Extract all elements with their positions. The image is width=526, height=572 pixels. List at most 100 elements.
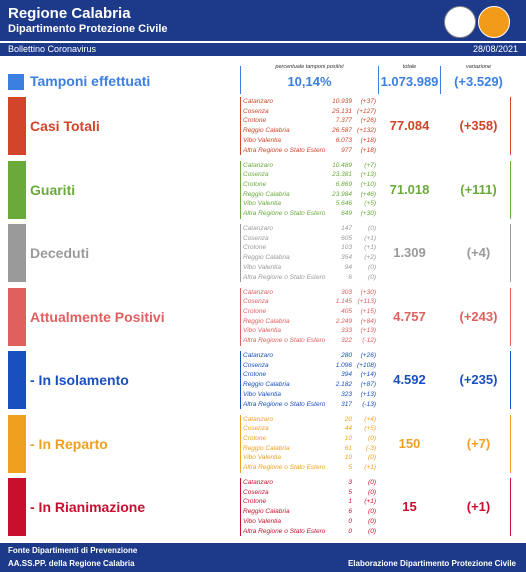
province-delta: (+26)	[360, 117, 376, 125]
province-value: 20	[344, 415, 352, 423]
tamponi-label: Tamponi effettuati	[30, 73, 151, 89]
province-value: 354	[341, 254, 352, 262]
province-value: 2.249	[335, 317, 352, 325]
section-label: Deceduti	[30, 245, 90, 261]
divider	[510, 287, 511, 346]
province-delta: (0)	[368, 263, 376, 271]
section-total: 71.018	[389, 181, 430, 197]
province-delta: (+13)	[360, 171, 376, 179]
section-var: (+1)	[466, 499, 491, 514]
section-var: (+7)	[466, 435, 491, 451]
province-value: 61	[344, 444, 352, 452]
tamponi-pct: 10,14%	[287, 74, 332, 89]
section-label: - In Reparto	[30, 435, 108, 452]
province-delta: (-3)	[365, 444, 376, 452]
province-value: 6	[348, 508, 352, 516]
province-delta: (+1)	[364, 498, 376, 506]
province: Catanzaro	[243, 479, 273, 486]
province-value: 5	[348, 488, 352, 496]
province: Crotone	[243, 371, 267, 379]
section-label: - In Isolamento	[30, 372, 129, 388]
province-delta: (+5)	[364, 425, 376, 433]
section-label: Casi Totali	[30, 118, 100, 134]
province: Cosenza	[243, 488, 269, 496]
province-delta: (+87)	[360, 381, 376, 389]
province: Catanzaro	[243, 415, 273, 423]
divider	[510, 160, 511, 219]
province: Crotone	[243, 434, 267, 442]
province-delta: (+113)	[357, 298, 377, 306]
province-delta: (+37)	[360, 98, 376, 105]
province-delta: (+127)	[357, 107, 376, 115]
tamponi-total: 1.073.989	[380, 74, 439, 89]
province-value: 405	[341, 307, 352, 315]
footer-bg	[0, 543, 526, 572]
province-value: 1	[348, 498, 352, 506]
province: Reggio Calabria	[243, 254, 290, 262]
province-delta: (+15)	[360, 307, 376, 315]
province-value: 1.096	[335, 361, 352, 369]
date: 28/08/2021	[472, 44, 518, 54]
province-value: 6	[348, 273, 352, 281]
divider	[240, 66, 241, 94]
header-bg	[0, 0, 526, 41]
province: Reggio Calabria	[243, 317, 290, 325]
province-value: 94	[344, 263, 352, 271]
province-value: 317	[341, 400, 352, 408]
section-marker	[8, 414, 26, 473]
province-delta: (0)	[368, 527, 376, 535]
section-total: 1.309	[393, 245, 426, 260]
province-delta: (-12)	[362, 337, 376, 344]
section-marker	[8, 160, 26, 219]
footer-source: AA.SS.PP. della Regione Calabria	[8, 559, 135, 568]
province-value: 25.131	[332, 107, 352, 115]
province-value: 280	[341, 352, 352, 359]
province: Crotone	[243, 244, 267, 252]
province-value: 44	[344, 425, 352, 433]
province-delta: (+30)	[360, 288, 376, 296]
province: Vibo Valentia	[243, 136, 281, 144]
section-total: 77.084	[389, 118, 430, 133]
province: Altra Regione o Stato Estero	[243, 400, 326, 408]
divider	[240, 224, 241, 282]
section-label: Guariti	[30, 181, 76, 198]
tamponi-marker	[8, 74, 24, 90]
section-total: 15	[402, 499, 417, 514]
province: Altra Regione o Stato Estero	[243, 527, 326, 535]
bulletin: Bollettino Coronavirus	[8, 44, 97, 54]
province-value: 103	[341, 244, 352, 252]
province: Reggio Calabria	[243, 190, 290, 198]
province-delta: (-13)	[362, 400, 376, 408]
province: Cosenza	[243, 298, 269, 306]
province-delta: (+10)	[360, 180, 376, 188]
province-value: 333	[341, 327, 352, 335]
province-value: 10.939	[332, 98, 352, 105]
province-delta: (+84)	[360, 317, 376, 325]
province-value: 0	[348, 517, 352, 525]
province-value: 0	[348, 527, 352, 535]
section-label: - In Rianimazione	[30, 499, 146, 515]
province: Crotone	[243, 307, 267, 315]
province: Vibo Valentia	[243, 390, 281, 398]
province: Crotone	[243, 180, 267, 188]
province: Reggio Calabria	[243, 381, 290, 389]
province: Vibo Valentia	[243, 200, 281, 208]
divider	[510, 478, 511, 536]
province-value: 977	[341, 146, 352, 154]
province-delta: (+1)	[364, 234, 376, 242]
subtitle: Dipartimento Protezione Civile	[8, 23, 168, 35]
province: Altra Regione o Stato Estero	[243, 273, 326, 281]
province-delta: (0)	[368, 488, 376, 496]
section-var: (+235)	[459, 372, 498, 387]
province: Catanzaro	[243, 288, 273, 296]
section-var: (+4)	[466, 245, 491, 260]
province-value: 5	[348, 464, 352, 471]
section-total: 150	[398, 435, 421, 451]
province-delta: (+18)	[360, 136, 376, 144]
province-value: 10	[344, 454, 352, 462]
section-label: Attualmente Positivi	[30, 308, 165, 325]
province-delta: (+26)	[360, 352, 376, 359]
province: Vibo Valentia	[243, 263, 281, 271]
section-total: 4.592	[393, 372, 426, 387]
province: Vibo Valentia	[243, 327, 281, 335]
